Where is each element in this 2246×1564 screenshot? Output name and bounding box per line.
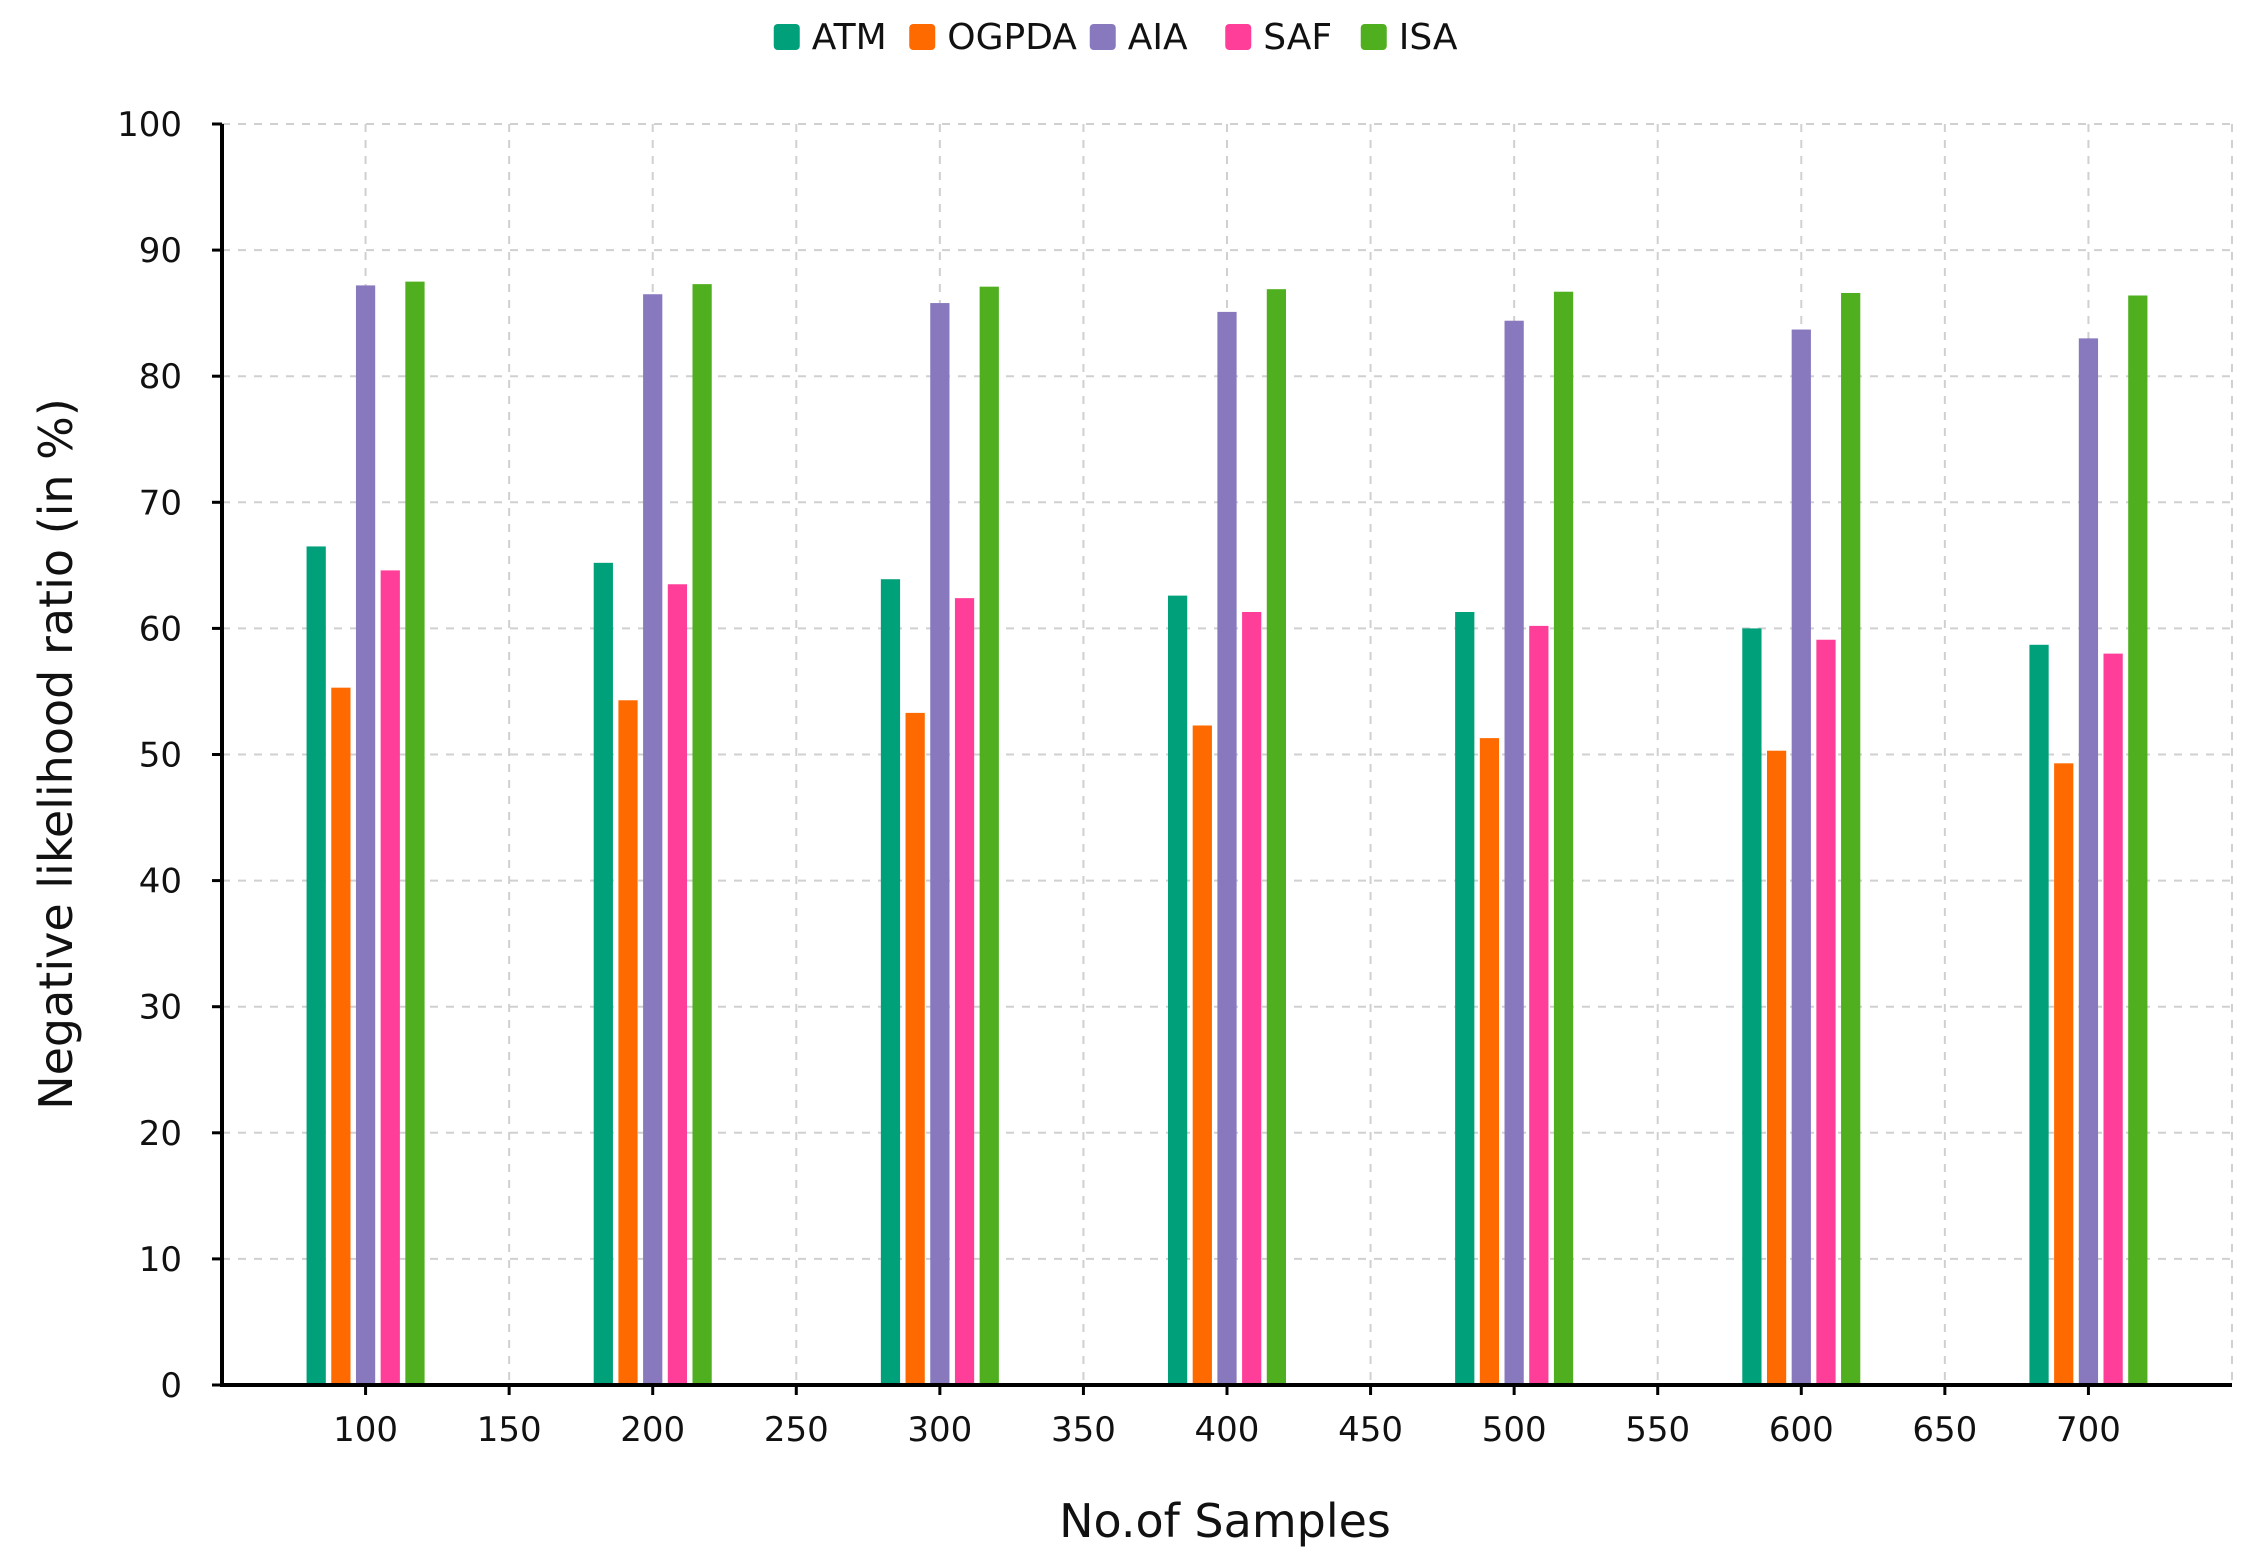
y-tick-label: 30 [139,988,182,1028]
bar-saf-300 [954,598,975,1385]
legend-swatch-isa [1360,24,1387,50]
bar-saf-400 [1242,612,1262,1385]
bar-aia-200 [643,294,663,1385]
y-tick-label: 0 [160,1366,182,1406]
x-tick-label: 450 [1338,1410,1403,1450]
bar-saf-100 [380,570,400,1385]
legend-item-aia: AIA [1089,17,1188,58]
x-tick-label: 650 [1912,1410,1977,1450]
bar-atm-200 [593,562,613,1385]
bar-ogpda-200 [618,700,638,1385]
y-tick-label: 50 [139,736,182,776]
bar-isa-300 [979,286,999,1386]
bar-aia-700 [2078,338,2099,1385]
y-tick-label: 80 [139,357,182,397]
bar-ogpda-400 [1192,725,1212,1385]
axes [212,122,2232,1395]
y-tick-label: 40 [139,862,182,902]
bar-aia-400 [1217,311,1237,1385]
y-tick-label: 10 [139,1240,182,1280]
x-tick-label: 100 [333,1410,398,1450]
bars [306,281,2148,1386]
x-tick-label: 700 [2056,1410,2121,1450]
y-tick-label: 70 [139,483,182,523]
legend-label-atm: ATM [812,17,887,58]
legend-swatch-saf [1225,24,1252,50]
y-tick-label: 60 [139,609,182,649]
bar-ogpda-100 [331,687,351,1385]
y-axis-title: Negative likelihood ratio (in %) [29,398,83,1110]
x-tick-label: 150 [477,1410,542,1450]
bar-isa-200 [692,284,712,1386]
bar-saf-700 [2103,653,2123,1385]
bar-atm-500 [1455,612,1475,1385]
bar-atm-300 [880,579,901,1385]
bar-saf-600 [1816,639,1836,1385]
legend-label-ogpda: OGPDA [947,17,1077,58]
bar-atm-700 [2029,644,2049,1385]
x-tick-label: 200 [620,1410,685,1450]
bar-isa-100 [405,281,425,1385]
legend-item-isa: ISA [1360,17,1458,58]
x-tick-label: 300 [907,1410,972,1450]
bar-aia-600 [1791,329,1811,1386]
legend-label-aia: AIA [1128,17,1188,58]
bar-ogpda-700 [2054,763,2074,1385]
x-axis-title: No.of Samples [1059,1494,1391,1548]
bar-aia-300 [930,303,950,1385]
x-tick-label: 350 [1051,1410,1116,1450]
legend-swatch-atm [773,24,800,50]
bar-isa-400 [1266,289,1287,1385]
tick-labels: 0 10 20 30 40 50 60 70 80 90 100 100 150 200 250 300 350… [117,105,2121,1450]
y-tick-label: 90 [139,231,182,271]
bar-aia-100 [355,285,376,1386]
legend-item-atm: ATM [773,17,887,58]
legend-swatch-aia [1089,24,1116,50]
bar-atm-600 [1742,628,1762,1385]
y-tick-label: 20 [139,1114,182,1154]
x-tick-label: 500 [1482,1410,1547,1450]
legend-item-saf: SAF [1225,17,1332,58]
bar-isa-600 [1841,292,1861,1385]
y-tick-label: 100 [117,105,182,145]
bar-isa-700 [2128,295,2148,1386]
x-tick-label: 400 [1195,1410,1260,1450]
bar-atm-100 [306,546,326,1385]
bar-ogpda-600 [1766,750,1787,1385]
bar-saf-500 [1529,625,1549,1385]
legend-label-saf: SAF [1263,17,1332,58]
bar-atm-400 [1167,595,1188,1385]
bar-saf-200 [667,584,688,1385]
x-tick-label: 550 [1625,1410,1690,1450]
bar-isa-500 [1553,291,1574,1385]
bar-aia-500 [1504,320,1524,1385]
bar-ogpda-500 [1479,738,1500,1385]
legend: ATM OGPDA AIA SAF ISA [773,17,1458,58]
bar-ogpda-300 [905,712,925,1385]
x-tick-label: 600 [1769,1410,1834,1450]
legend-label-isa: ISA [1399,17,1458,58]
legend-item-ogpda: OGPDA [909,17,1077,58]
legend-swatch-ogpda [909,24,936,50]
x-tick-label: 250 [764,1410,829,1450]
